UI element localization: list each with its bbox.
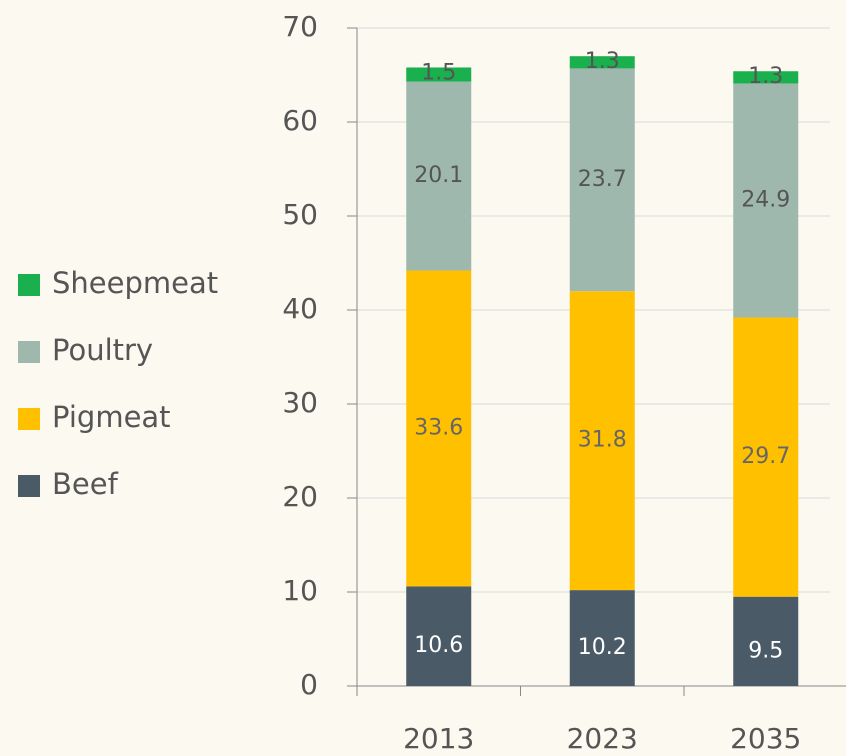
bar-segment bbox=[406, 270, 472, 587]
x-tick-label: 2013 bbox=[403, 722, 474, 755]
y-tick-label: 10 bbox=[282, 574, 318, 607]
value-label: 20.1 bbox=[414, 163, 463, 188]
y-tick-label: 0 bbox=[300, 668, 318, 701]
value-label: 29.7 bbox=[741, 444, 790, 469]
bar-segment bbox=[733, 317, 799, 597]
value-label: 1.3 bbox=[585, 49, 620, 74]
x-tick-label: 2023 bbox=[567, 722, 638, 755]
legend-swatch bbox=[18, 475, 40, 497]
bar-segment bbox=[569, 56, 635, 69]
y-tick-label: 20 bbox=[282, 480, 318, 513]
y-tick-label: 70 bbox=[282, 10, 318, 43]
value-label: 10.2 bbox=[578, 635, 627, 660]
y-tick-label: 40 bbox=[282, 292, 318, 325]
value-label: 9.5 bbox=[748, 638, 783, 663]
legend-swatch bbox=[18, 341, 40, 363]
legend-swatch bbox=[18, 274, 40, 296]
value-label: 10.6 bbox=[414, 633, 463, 658]
x-tick-label: 2035 bbox=[730, 722, 801, 755]
bar-segment bbox=[569, 291, 635, 591]
value-label: 1.3 bbox=[748, 64, 783, 89]
legend-swatch bbox=[18, 408, 40, 430]
value-label: 33.6 bbox=[414, 415, 463, 440]
bar-segment bbox=[569, 68, 635, 292]
legend-label: Sheepmeat bbox=[52, 266, 218, 300]
bar-segment bbox=[569, 590, 635, 686]
legend-label: Pigmeat bbox=[52, 400, 171, 434]
y-tick-label: 50 bbox=[282, 198, 318, 231]
y-tick-label: 60 bbox=[282, 104, 318, 137]
legend-label: Poultry bbox=[52, 333, 153, 367]
legend-label: Beef bbox=[52, 467, 119, 501]
bar-segment bbox=[406, 67, 472, 82]
bar-segment bbox=[733, 83, 799, 318]
value-label: 1.5 bbox=[421, 60, 456, 85]
value-label: 31.8 bbox=[578, 428, 627, 453]
y-tick-label: 30 bbox=[282, 386, 318, 419]
bar-segment bbox=[733, 596, 799, 686]
value-label: 23.7 bbox=[578, 167, 627, 192]
bar-segment bbox=[733, 71, 799, 84]
value-label: 24.9 bbox=[741, 187, 790, 212]
bar-segment bbox=[406, 81, 472, 271]
bar-segment bbox=[406, 586, 472, 686]
